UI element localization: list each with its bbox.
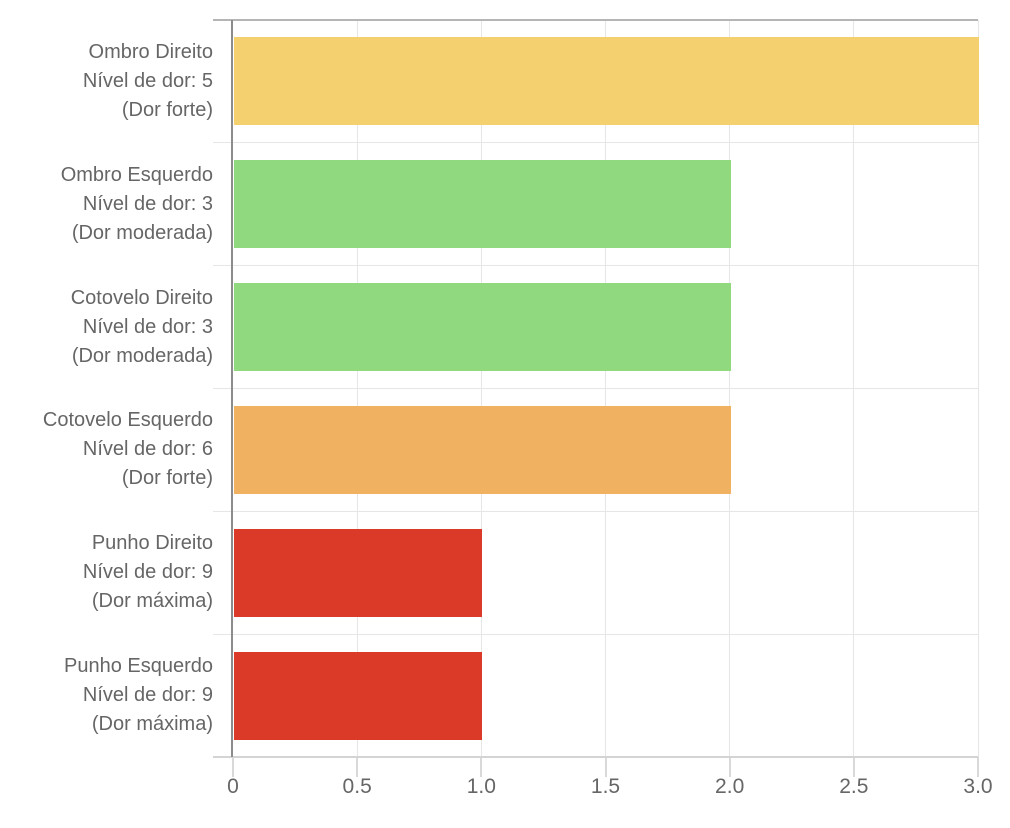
category-label-line: Punho Direito: [91, 532, 213, 555]
category-label-line: (Dor máxima): [91, 590, 213, 613]
x-axis-tick-label: 1.0: [466, 775, 496, 798]
x-axis-tick: [604, 757, 607, 777]
category-label-line: Nível de dor: 9: [82, 561, 213, 584]
category-label-line: Nível de dor: 3: [82, 192, 213, 215]
category-label-line: Ombro Esquerdo: [60, 163, 213, 186]
category-label: Punho Esquerdo Nível de dor: 9 (Dor máxima…: [0, 652, 213, 739]
bar: [234, 283, 731, 372]
bar: [234, 160, 731, 249]
y-axis-line: [231, 20, 233, 757]
bar: [234, 405, 731, 494]
x-axis-line: [213, 756, 978, 758]
row-separator-line: [213, 265, 978, 267]
category-label: Cotovelo Direito Nível de dor: 3 (Dor mode…: [0, 284, 213, 371]
category-label-line: (Dor forte): [121, 467, 213, 490]
row-separator-line: [213, 388, 978, 389]
bar: [234, 37, 979, 126]
x-axis-tick: [480, 757, 483, 777]
category-label-line: (Dor moderada): [71, 221, 213, 244]
row-separator-line: [213, 142, 978, 144]
category-label-line: Nível de dor: 9: [82, 684, 213, 707]
x-axis-tick: [977, 757, 979, 777]
gridline: [977, 20, 979, 757]
x-axis-tick-label: 2.5: [839, 775, 869, 798]
x-axis-tick: [728, 757, 731, 777]
row-separator-line: [213, 510, 978, 512]
x-axis-tick-label: 0: [227, 775, 239, 798]
category-label-line: Ombro Direito: [88, 40, 213, 63]
category-label-line: Nível de dor: 6: [82, 438, 213, 461]
x-axis-tick-label: 3.0: [963, 775, 993, 798]
category-label-line: Cotovelo Esquerdo: [42, 409, 213, 432]
bar: [234, 528, 483, 617]
x-axis-tick-label: 1.5: [590, 775, 621, 798]
x-axis-tick: [356, 757, 359, 777]
plot-top-border: [213, 19, 978, 21]
row-separator-line: [213, 633, 978, 635]
x-axis-tick: [232, 757, 234, 777]
category-label: Ombro Direito Nível de dor: 5 (Dor forte): [0, 38, 213, 125]
category-label: Cotovelo Esquerdo Nível de dor: 6 (Dor for…: [0, 406, 213, 493]
category-label-line: (Dor máxima): [91, 713, 213, 736]
category-label-line: Punho Esquerdo: [63, 655, 213, 678]
bar: [234, 651, 483, 740]
x-axis-tick: [852, 757, 855, 777]
x-axis-tick-label: 0.5: [342, 775, 372, 798]
category-label: Ombro Esquerdo Nível de dor: 3 (Dor modera…: [0, 161, 213, 248]
category-label: Punho Direito Nível de dor: 9 (Dor máxima): [0, 529, 213, 616]
x-axis-tick-label: 2.0: [715, 775, 745, 798]
category-label-line: (Dor moderada): [71, 344, 213, 367]
category-label-line: Cotovelo Direito: [70, 286, 213, 309]
category-label-line: Nível de dor: 3: [82, 315, 213, 338]
category-label-line: Nível de dor: 5: [82, 69, 213, 92]
category-label-line: (Dor forte): [121, 98, 213, 121]
